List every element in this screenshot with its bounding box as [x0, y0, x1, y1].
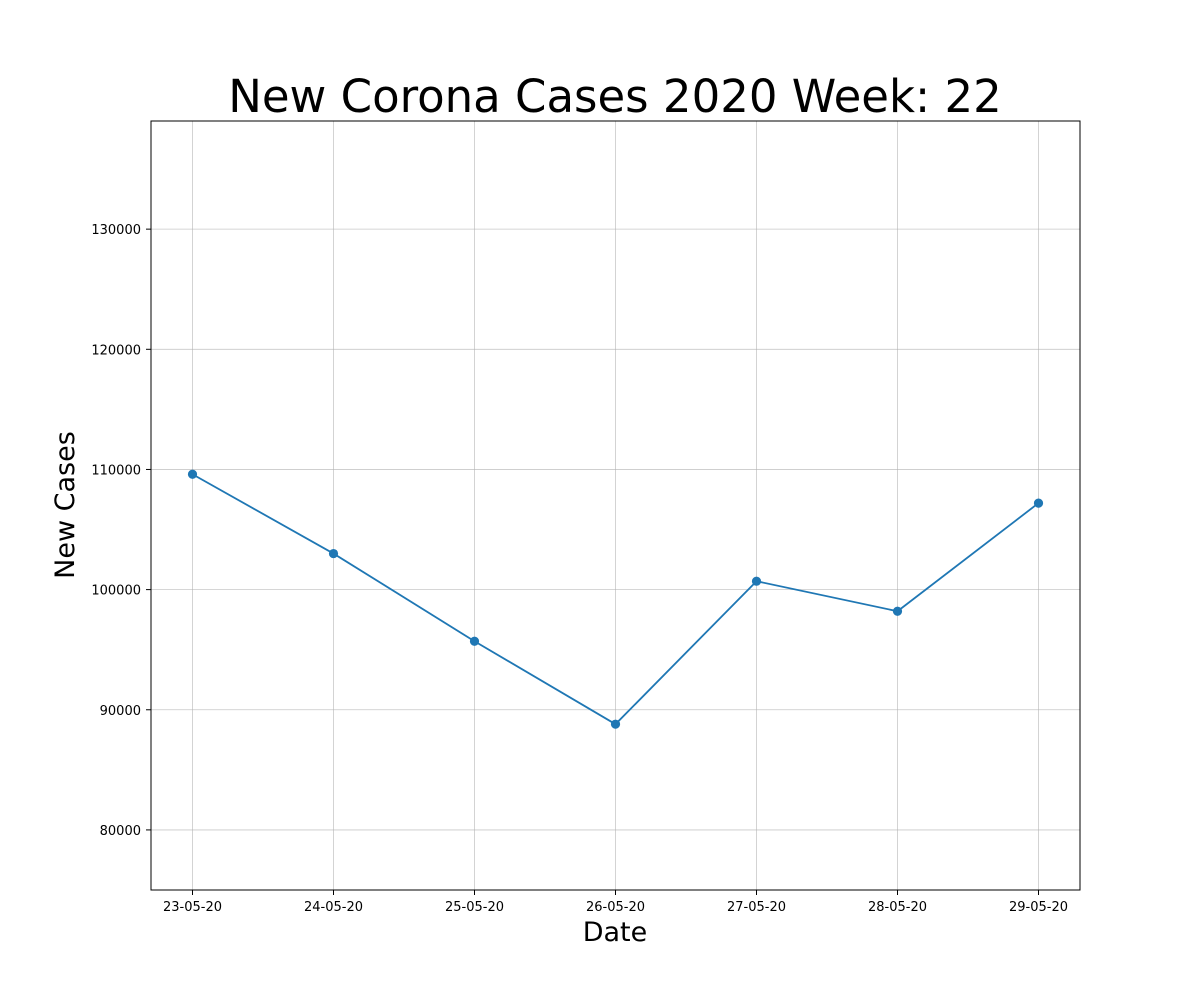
x-tick-label: 28-05-20 — [868, 900, 927, 915]
chart-title: New Corona Cases 2020 Week: 22 — [228, 70, 1002, 123]
data-point — [469, 636, 480, 646]
x-tick-label: 23-05-20 — [163, 900, 222, 915]
x-axis-label: Date — [583, 917, 648, 948]
x-tick-label: 26-05-20 — [586, 900, 645, 915]
x-axis-ticks: 23-05-20 24-05-20 25-05-20 26-05-20 27-05-20… — [163, 890, 1068, 915]
data-point — [187, 469, 198, 479]
x-tick-label: 29-05-20 — [1009, 900, 1068, 915]
y-axis-label: New Cases — [50, 431, 81, 579]
data-point — [892, 606, 903, 616]
y-tick-label: 90000 — [100, 704, 141, 719]
x-tick-label: 25-05-20 — [445, 900, 504, 915]
y-tick-label: 120000 — [91, 343, 141, 358]
y-axis-ticks: 80000 90000 100000 110000 120000 130000 — [91, 223, 151, 839]
series-layer — [187, 469, 1044, 729]
data-point — [751, 576, 762, 586]
data-point — [1033, 498, 1044, 508]
x-tick-label: 27-05-20 — [727, 900, 786, 915]
y-tick-label: 100000 — [91, 584, 141, 599]
y-tick-label: 110000 — [91, 463, 141, 478]
y-tick-label: 130000 — [91, 223, 141, 238]
data-point — [610, 719, 621, 729]
x-tick-label: 24-05-20 — [304, 900, 363, 915]
grid-lines — [151, 121, 1080, 890]
y-tick-label: 80000 — [100, 824, 141, 839]
data-point — [328, 548, 339, 559]
